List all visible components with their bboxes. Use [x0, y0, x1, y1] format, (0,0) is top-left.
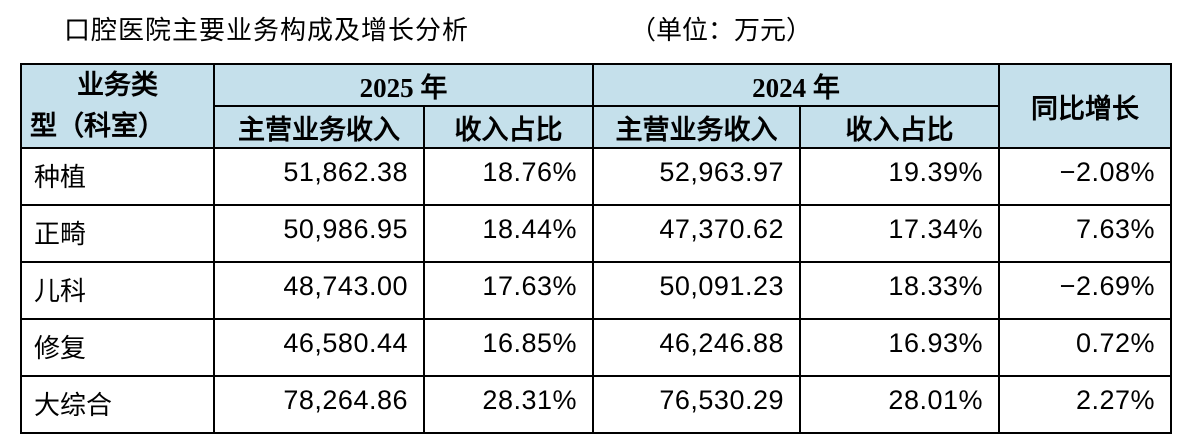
business-composition-table: 业务类 型（科室） 2025 年 2024 年 同比增长 主营业务收入 收入占比… [20, 63, 1172, 434]
header-2025-revenue: 主营业务收入 [213, 105, 425, 149]
share-2025-cell: 17.63% [423, 261, 594, 320]
revenue-2025-cell: 78,264.86 [213, 375, 425, 434]
table-row: 修复 46,580.44 16.85% 46,246.88 16.93% 0.7… [20, 318, 1172, 377]
yoy-cell: 7.63% [998, 204, 1172, 263]
table-row: 种植 51,862.38 18.76% 52,963.97 19.39% −2.… [20, 147, 1172, 206]
dept-cell: 大综合 [20, 375, 215, 434]
header-row-groups: 业务类 型（科室） 2025 年 2024 年 同比增长 [20, 63, 1172, 149]
header-business-type: 业务类 型（科室） [20, 63, 215, 149]
header-2024-share: 收入占比 [799, 105, 1000, 149]
revenue-2025-cell: 51,862.38 [213, 147, 425, 206]
yoy-cell: −2.69% [998, 261, 1172, 320]
dept-cell: 种植 [20, 147, 215, 206]
share-2024-cell: 17.34% [799, 204, 1000, 263]
page-title: 口腔医院主要业务构成及增长分析 [64, 16, 470, 45]
dept-cell: 修复 [20, 318, 215, 377]
header-2025-share: 收入占比 [423, 105, 594, 149]
header-2024-revenue: 主营业务收入 [592, 105, 801, 149]
header-year-2025: 2025 年 [213, 63, 594, 107]
table-row: 正畸 50,986.95 18.44% 47,370.62 17.34% 7.6… [20, 204, 1172, 263]
yoy-cell: −2.08% [998, 147, 1172, 206]
share-2025-cell: 18.76% [423, 147, 594, 206]
header-year-2024: 2024 年 [592, 63, 1000, 107]
dept-cell: 正畸 [20, 204, 215, 263]
revenue-2024-cell: 47,370.62 [592, 204, 801, 263]
header-business-type-line2: 型（科室） [30, 111, 165, 141]
share-2025-cell: 18.44% [423, 204, 594, 263]
share-2024-cell: 28.01% [799, 375, 1000, 434]
table-row: 儿科 48,743.00 17.63% 50,091.23 18.33% −2.… [20, 261, 1172, 320]
revenue-2025-cell: 48,743.00 [213, 261, 425, 320]
revenue-2024-cell: 76,530.29 [592, 375, 801, 434]
header-yoy-growth: 同比增长 [998, 63, 1172, 149]
revenue-2024-cell: 50,091.23 [592, 261, 801, 320]
share-2025-cell: 28.31% [423, 375, 594, 434]
header-business-type-line1: 业务类 [77, 70, 158, 100]
header-row-columns: 主营业务收入 收入占比 主营业务收入 收入占比 [21, 105, 1171, 149]
yoy-cell: 2.27% [998, 375, 1172, 434]
share-2024-cell: 16.93% [799, 318, 1000, 377]
revenue-2024-cell: 46,246.88 [592, 318, 801, 377]
table-row: 大综合 78,264.86 28.31% 76,530.29 28.01% 2.… [20, 375, 1172, 434]
revenue-2024-cell: 52,963.97 [592, 147, 801, 206]
title-row: 口腔医院主要业务构成及增长分析 （单位：万元） [0, 0, 1178, 63]
share-2024-cell: 19.39% [799, 147, 1000, 206]
dept-cell: 儿科 [20, 261, 215, 320]
unit-label: （单位：万元） [630, 16, 813, 45]
share-2024-cell: 18.33% [799, 261, 1000, 320]
revenue-2025-cell: 50,986.95 [213, 204, 425, 263]
revenue-2025-cell: 46,580.44 [213, 318, 425, 377]
share-2025-cell: 16.85% [423, 318, 594, 377]
yoy-cell: 0.72% [998, 318, 1172, 377]
